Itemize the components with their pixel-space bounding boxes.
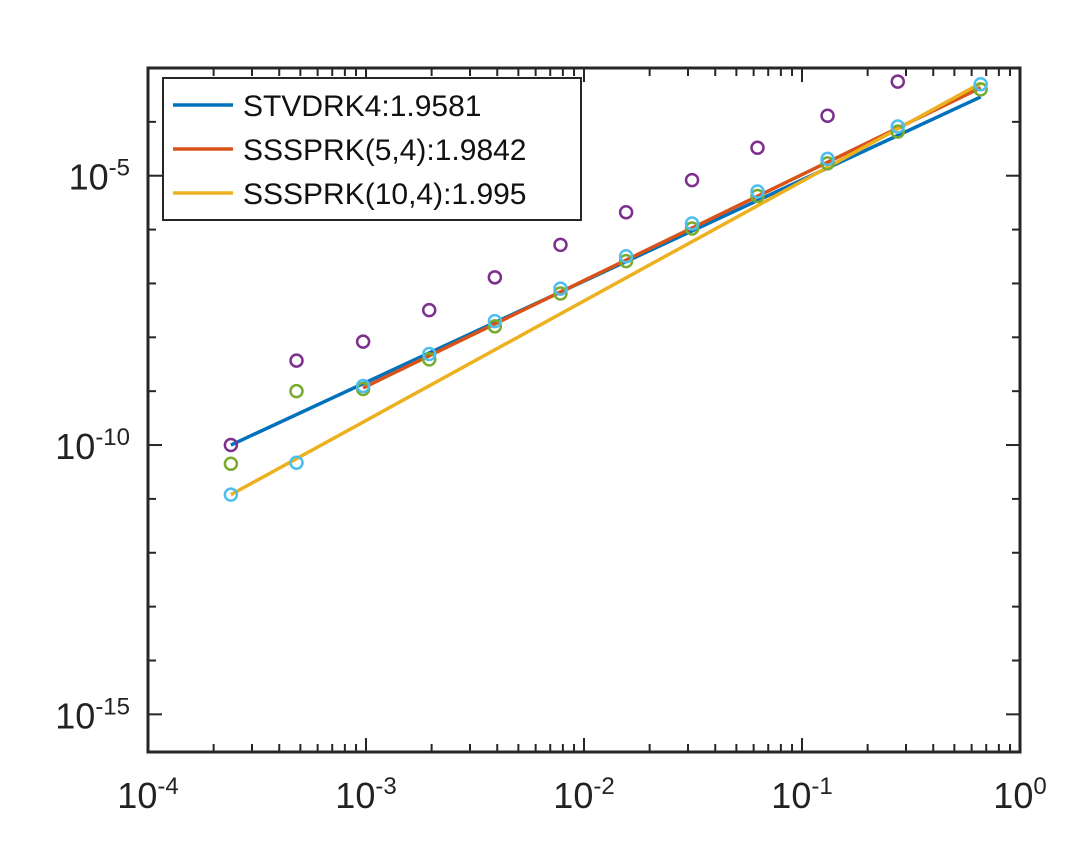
data-point [684,172,700,188]
x-tick-label: 10-3 [335,773,396,816]
data-point [750,184,765,199]
data-point [750,188,765,204]
x-tick-label-base: 10 [771,775,811,816]
y-tick-label: 10-10 [55,424,130,467]
y-tick-label-exponent: -5 [109,155,130,182]
x-tick-label-exponent: -3 [375,773,396,800]
data-point [223,487,239,502]
y-tick-label-base: 10 [55,695,95,736]
legend-label: SSSPRK(5,4):1.9842 [243,134,527,167]
x-tick-label-base: 10 [117,775,157,816]
data-point [553,286,568,301]
data-point [973,76,988,92]
x-tick-label-base: 10 [553,775,593,816]
y-tick-label: 10-15 [55,693,130,736]
data-point [421,346,437,362]
x-tick-label: 100 [993,773,1046,816]
y-tick-label-base: 10 [69,157,109,198]
y-tick-label-base: 10 [55,426,95,467]
data-point [973,82,988,97]
x-tick-label-exponent: -2 [593,773,614,800]
data-point [820,108,835,123]
legend: STVDRK4:1.9581 SSSPRK(5,4):1.9842 SSSPRK(1… [162,77,582,221]
data-point [223,437,239,453]
data-point [890,124,906,139]
data-point [684,216,700,231]
data-point [487,313,503,329]
legend-label: SSSPRK(10,4):1.995 [243,178,527,211]
data-point [289,383,304,399]
data-point [553,281,568,296]
data-point [421,352,437,367]
data-point [618,248,634,264]
data-point [618,253,634,269]
x-tick-label: 10-2 [553,773,614,816]
data-point [487,270,503,285]
fit-line [230,81,982,497]
axis-ticks [147,67,1020,752]
data-point [684,221,700,236]
x-tick-label: 10-4 [117,773,178,816]
data-point [618,204,634,220]
data-point [750,140,765,156]
data-point [890,74,906,89]
data-point [820,151,835,167]
data-point [355,334,371,349]
x-tick-label: 10-1 [771,773,832,816]
data-point [487,319,503,334]
data-point [223,456,239,471]
data-point [890,119,906,134]
data-point [289,455,304,470]
x-tick-label-base: 10 [993,775,1033,816]
data-point [355,378,371,394]
x-tick-label-exponent: -1 [811,773,832,800]
x-tick-label-exponent: 0 [1033,773,1046,800]
data-point [421,302,437,318]
data-point [553,237,568,253]
legend-label: STVDRK4:1.9581 [243,90,481,123]
x-tick-label-base: 10 [335,775,375,816]
x-tick-label-exponent: -4 [157,773,178,800]
plot-area [223,74,988,502]
data-point [289,353,304,368]
y-tick-label: 10-5 [69,155,130,198]
data-point [820,156,835,171]
y-tick-label-exponent: -10 [95,424,130,451]
y-tick-label-exponent: -15 [95,693,130,720]
